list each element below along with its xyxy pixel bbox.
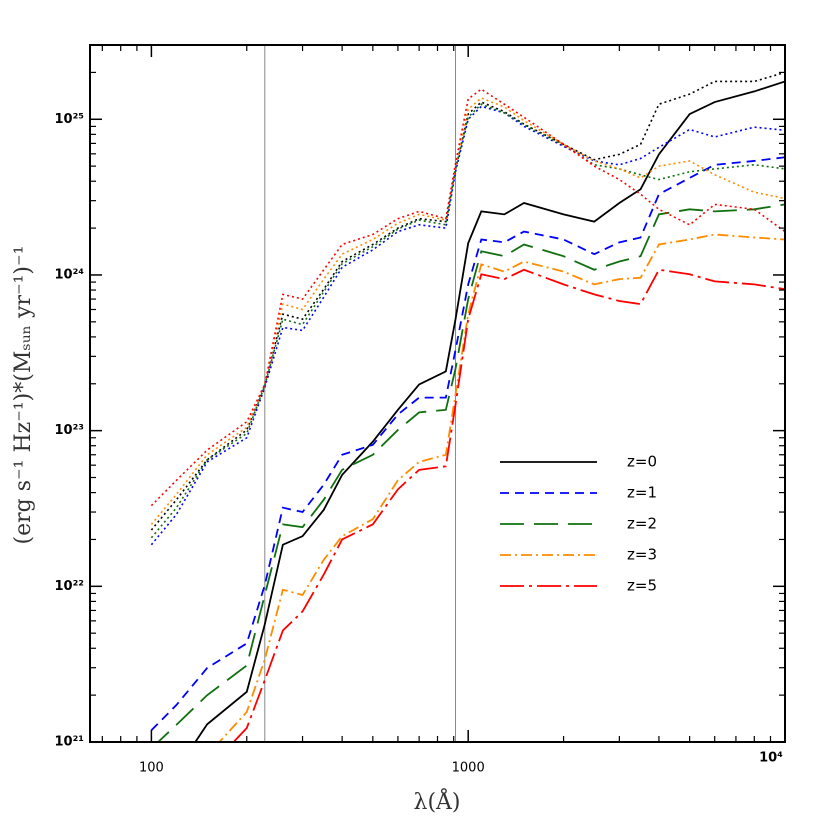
y-tick-label: 10²¹	[55, 735, 84, 750]
legend-label: z=2	[627, 515, 657, 533]
x-tick-label: 1000	[452, 761, 485, 776]
y-tick-label: 10²⁴	[55, 267, 85, 282]
series-line	[232, 268, 785, 742]
legend-label: z=0	[627, 453, 657, 471]
legend-label: z=3	[627, 546, 657, 564]
series-line	[156, 203, 785, 742]
legend-label: z=1	[627, 484, 657, 502]
plot-area	[150, 71, 785, 742]
series-line	[150, 105, 785, 546]
x-tick-label: 10⁴	[759, 751, 783, 766]
y-tick-label: 10²²	[55, 579, 84, 594]
x-tick-label: 100	[139, 761, 164, 776]
series-line	[194, 80, 785, 742]
series-line	[218, 233, 785, 742]
x-axis-label: λ(Å)	[414, 787, 461, 815]
y-tick-label: 10²³	[55, 423, 84, 438]
y-axis-label: (erg s⁻¹ Hz⁻¹)*(Mₛᵤₙ yr⁻¹)⁻¹	[11, 246, 36, 545]
legend-label: z=5	[627, 577, 657, 595]
y-tick-label: 10²⁵	[55, 112, 84, 127]
series-line	[150, 156, 785, 731]
series-line	[150, 88, 785, 507]
